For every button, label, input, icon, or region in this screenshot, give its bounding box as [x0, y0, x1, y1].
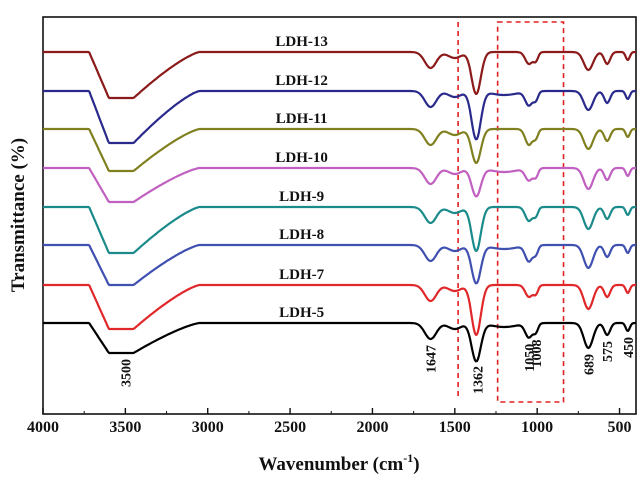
peak-label-1050: 1050 [523, 344, 538, 372]
series-line-ldh-9 [42, 205, 637, 255]
series-label-ldh-10: LDH-10 [275, 150, 328, 166]
series-label-ldh-11: LDH-11 [276, 111, 328, 127]
series-label-ldh-7: LDH-7 [279, 267, 325, 283]
peak-label-1647: 1647 [425, 345, 440, 373]
x-tick-label: 1000 [521, 419, 553, 436]
x-axis-title-close: ) [413, 454, 419, 475]
x-tick-label: 1500 [439, 419, 471, 436]
series-labels: LDH-13 LDH-12 LDH-11 LDH-10 LDH-9 LDH-8 LDH-7 L… [275, 34, 328, 321]
series-line-ldh-5 [42, 321, 637, 363]
series-label-ldh-8: LDH-8 [279, 227, 324, 243]
peak-label-575: 575 [601, 341, 616, 362]
series-line-ldh-11 [42, 127, 637, 173]
series-label-ldh-13: LDH-13 [275, 34, 328, 50]
x-axis-title: Wavenumber (cm-1) [258, 451, 419, 475]
series-line-ldh-12 [42, 89, 637, 145]
peak-label-689: 689 [582, 354, 597, 375]
series-lines [42, 50, 637, 363]
series-line-ldh-8 [42, 243, 637, 287]
x-axis-title-main: Wavenumber (cm [258, 454, 403, 475]
peak-label-1362: 1362 [472, 366, 487, 394]
series-line-ldh-13 [42, 50, 637, 100]
x-axis-title-sup: -1 [403, 451, 413, 465]
series-label-ldh-9: LDH-9 [279, 189, 324, 205]
series-line-ldh-7 [42, 283, 637, 336]
series-label-ldh-12: LDH-12 [275, 73, 328, 89]
plot-frame [42, 16, 637, 415]
x-tick-label: 3000 [192, 419, 224, 436]
x-tick-label: 500 [608, 419, 632, 436]
highlight-dashed-box [496, 21, 565, 403]
x-tick-label: 2500 [274, 419, 306, 436]
series-line-ldh-10 [42, 166, 637, 204]
peak-label-3500: 3500 [119, 359, 134, 387]
highlight-regions [457, 21, 565, 403]
x-tick-label: 3500 [109, 419, 141, 436]
x-tick-label: 2000 [356, 419, 388, 436]
peak-label-1008: 1008 [530, 340, 545, 368]
y-axis-title: Transmittance (%) [8, 138, 29, 292]
x-tick-label: 4000 [27, 419, 59, 436]
x-axis-ticks: 4000 3500 3000 2500 2000 1500 1000 500 [27, 408, 632, 436]
series-label-ldh-5: LDH-5 [279, 305, 324, 321]
peak-label-450: 450 [622, 337, 637, 358]
